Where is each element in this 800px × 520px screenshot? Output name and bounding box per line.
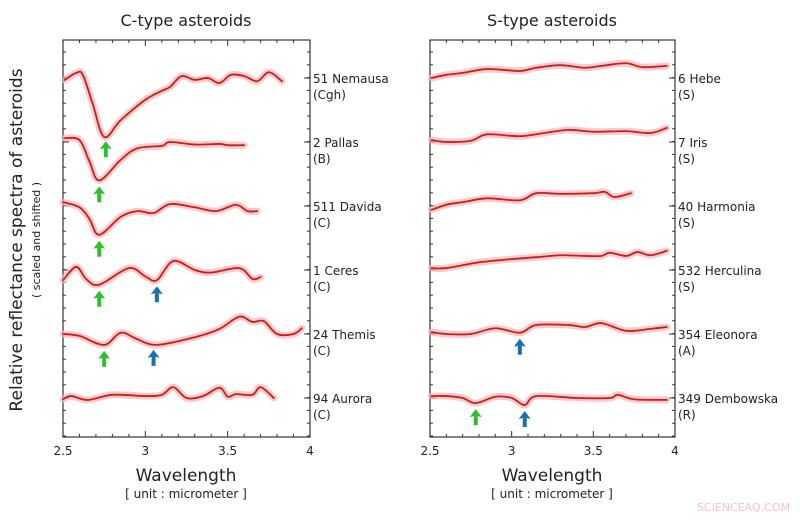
green-arrow-icon (98, 350, 111, 367)
green-arrow-icon (93, 240, 106, 257)
asteroid-class: (Cgh) (313, 88, 346, 102)
spectrum-line (62, 315, 303, 346)
spectrum-line (430, 393, 668, 406)
x-tick-label: 4 (671, 444, 679, 458)
spectrum-line (62, 386, 275, 401)
spectrum-94-aurora: 94 Aurora (C) (59, 383, 372, 422)
x-axis-unit: [ unit : micrometer ] (125, 487, 247, 501)
x-axis-unit: [ unit : micrometer ] (491, 487, 613, 501)
spectrum-line (63, 136, 246, 182)
spectrum-24-themis: 24 Themis (C) (59, 313, 376, 367)
spectrum-532-herculina: 532 Herculina (S) (428, 247, 762, 294)
blue-arrow-icon (150, 286, 163, 303)
watermark: SCIENCEAQ.COM (697, 501, 790, 514)
spectrum-line (430, 190, 632, 211)
asteroid-class: (C) (313, 344, 331, 358)
spectrum-354-eleonora: 354 Eleonora (A) (428, 319, 758, 358)
spectrum-line (430, 322, 668, 336)
asteroid-class: (S) (678, 152, 695, 166)
panel-title: S-type asteroids (487, 11, 617, 30)
x-tick-label: 3.5 (584, 444, 603, 458)
asteroid-class: (S) (678, 88, 695, 102)
spectrum-7-iris: 7 Iris (S) (428, 124, 708, 166)
x-tick-label: 3 (508, 444, 516, 458)
panel-c-type: C-type asteroids Wavelength [ unit : mic… (53, 11, 388, 501)
asteroid-class: (A) (678, 344, 696, 358)
x-axis-label: Wavelength (502, 466, 603, 486)
spectrum-349-dembowska: 349 Dembowska (R) (428, 391, 778, 428)
spectrum-line (62, 201, 259, 236)
asteroid-class: (C) (313, 216, 331, 230)
asteroid-class: (S) (678, 280, 695, 294)
error-band (61, 68, 286, 141)
error-band (428, 124, 671, 146)
asteroid-name: 532 Herculina (678, 264, 762, 278)
blue-arrow-icon (518, 411, 531, 428)
spectrum-1-ceres: 1 Ceres (C) (59, 257, 359, 307)
asteroid-class: (C) (313, 280, 331, 294)
blue-arrow-icon (147, 349, 160, 366)
asteroid-name: 40 Harmonia (678, 200, 756, 214)
spectrum-line (430, 62, 668, 79)
asteroid-name: 511 Davida (313, 200, 382, 214)
green-arrow-icon (93, 186, 106, 203)
asteroid-name: 24 Themis (313, 328, 376, 342)
x-tick-label: 2.5 (53, 444, 72, 458)
plot-frame (429, 39, 676, 438)
green-arrow-icon (93, 290, 106, 307)
spectrum-line (430, 249, 668, 270)
green-arrow-icon (469, 409, 482, 426)
spectrum-511-davida: 511 Davida (C) (59, 198, 382, 257)
x-tick-label: 3 (142, 444, 150, 458)
spectrum-line (63, 70, 283, 139)
x-tick-label: 4 (306, 444, 314, 458)
asteroid-name: 94 Aurora (313, 392, 372, 406)
asteroid-name: 349 Dembowska (678, 392, 778, 406)
x-tick-label: 2.5 (420, 444, 439, 458)
asteroid-class: (R) (678, 408, 696, 422)
panel-title: C-type asteroids (121, 11, 252, 30)
asteroid-class: (C) (313, 408, 331, 422)
spectrum-2-pallas: 2 Pallas (B) (61, 134, 359, 203)
x-axis-label: Wavelength (136, 466, 237, 486)
green-arrow-icon (99, 141, 112, 158)
asteroid-name: 2 Pallas (313, 136, 359, 150)
plot-frame (62, 39, 311, 438)
y-axis-label: Relative reflectance spectra of asteroid… (7, 68, 27, 411)
asteroid-name: 6 Hebe (678, 72, 721, 86)
y-axis-sublabel: ( scaled and shifted ) (30, 182, 43, 298)
blue-arrow-icon (513, 338, 526, 355)
asteroid-name: 7 Iris (678, 136, 708, 150)
x-tick-label: 3.5 (218, 444, 237, 458)
asteroid-name: 1 Ceres (313, 264, 359, 278)
spectrum-line (430, 127, 668, 143)
spectrum-40-harmonia: 40 Harmonia (S) (428, 188, 756, 230)
spectrum-line (62, 259, 262, 287)
spectrum-51-nemausa: 51 Nemausa (Cgh) (61, 68, 389, 158)
asteroid-class: (S) (678, 216, 695, 230)
asteroid-class: (B) (313, 152, 331, 166)
asteroid-name: 51 Nemausa (313, 72, 389, 86)
asteroid-name: 354 Eleonora (678, 328, 758, 342)
panel-s-type: S-type asteroids Wavelength [ unit : mic… (420, 11, 778, 501)
spectrum-6-hebe: 6 Hebe (S) (428, 59, 721, 102)
